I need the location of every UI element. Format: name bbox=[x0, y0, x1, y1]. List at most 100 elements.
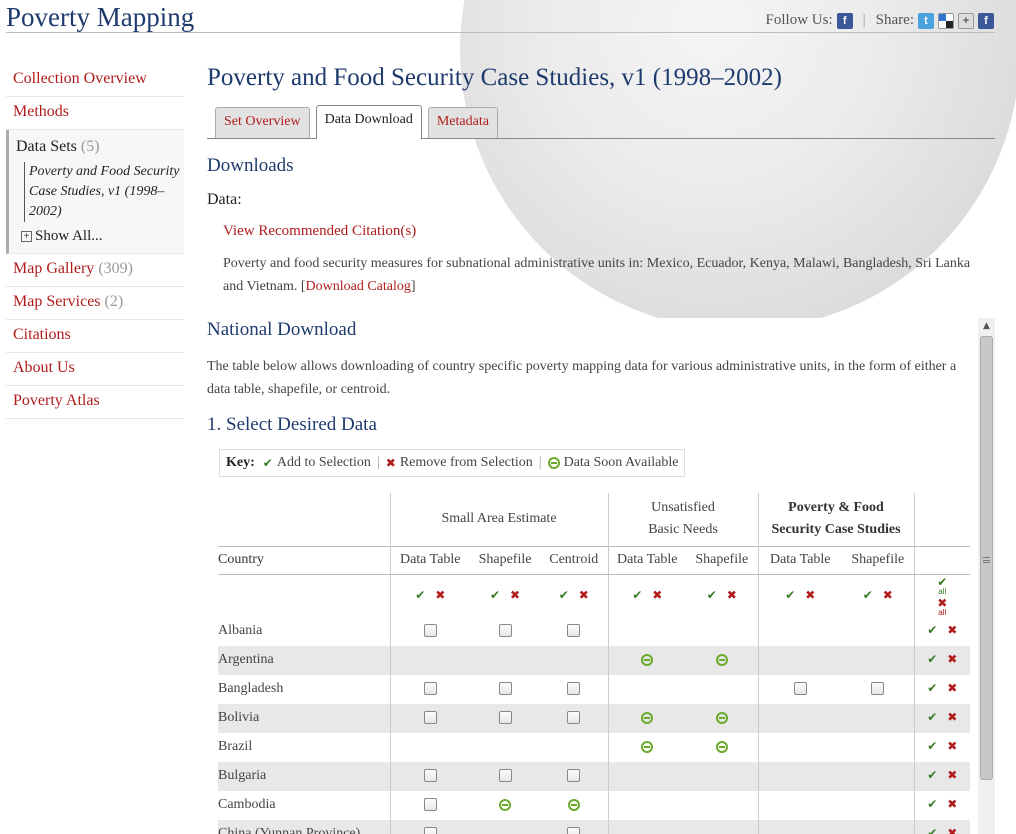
scrollbar-thumb[interactable] bbox=[980, 336, 993, 780]
column-ubn-data-table[interactable]: Data Table bbox=[607, 545, 686, 575]
column-pfs-shapefile[interactable]: Shapefile bbox=[842, 545, 914, 575]
select-column-icon[interactable]: ✔ bbox=[489, 587, 500, 602]
deselect-column-icon[interactable]: ✖ bbox=[578, 587, 589, 602]
sidebar-item-data-sets[interactable]: Data Sets (5) Poverty and Food Security … bbox=[6, 130, 184, 254]
deselect-row-icon[interactable]: ✖ bbox=[947, 710, 958, 724]
show-all-label: Show All... bbox=[35, 228, 103, 244]
sidebar-item-count: (5) bbox=[80, 138, 100, 155]
google-icon[interactable]: + bbox=[958, 12, 974, 29]
table-cell bbox=[757, 616, 842, 646]
select-row-icon[interactable]: ✔ bbox=[927, 652, 938, 666]
column-ubn-shapefile[interactable]: Shapefile bbox=[686, 545, 758, 575]
site-title[interactable]: Poverty Mapping bbox=[6, 2, 195, 32]
deselect-column-icon[interactable]: ✖ bbox=[435, 587, 446, 602]
download-checkbox[interactable] bbox=[423, 682, 437, 696]
select-row-icon[interactable]: ✔ bbox=[927, 768, 938, 782]
soon-icon bbox=[715, 653, 728, 666]
table-cell bbox=[540, 761, 608, 791]
download-checkbox[interactable] bbox=[423, 769, 437, 783]
tab-data-download[interactable]: Data Download bbox=[315, 105, 422, 139]
sidebar-item-methods[interactable]: Methods bbox=[6, 97, 184, 130]
show-all-button[interactable]: + Show All... bbox=[21, 228, 184, 245]
table-cell bbox=[389, 616, 470, 646]
download-checkbox[interactable] bbox=[498, 769, 512, 783]
deselect-column-icon[interactable]: ✖ bbox=[882, 587, 893, 602]
twitter-icon[interactable]: t bbox=[918, 12, 934, 29]
select-row-icon[interactable]: ✔ bbox=[927, 710, 938, 724]
sidebar-item-collection-overview[interactable]: Collection Overview bbox=[6, 64, 184, 97]
deselect-column-icon[interactable]: ✖ bbox=[510, 587, 521, 602]
deselect-column-icon[interactable]: ✖ bbox=[726, 587, 737, 602]
sidebar-item-poverty-atlas[interactable]: Poverty Atlas bbox=[6, 386, 184, 419]
table-row: Bangladesh ✔ ✖ bbox=[218, 674, 970, 704]
select-row-icon[interactable]: ✔ bbox=[927, 681, 938, 695]
select-column-icon[interactable]: ✔ bbox=[706, 587, 717, 602]
tab-set-overview[interactable]: Set Overview bbox=[215, 107, 310, 138]
download-checkbox[interactable] bbox=[567, 711, 581, 725]
table-cell bbox=[540, 645, 608, 675]
deselect-row-icon[interactable]: ✖ bbox=[947, 681, 958, 695]
deselect-row-icon[interactable]: ✖ bbox=[947, 623, 958, 637]
column-select-cell: ✔ ✖ bbox=[757, 574, 842, 617]
deselect-all-icon[interactable]: ✖ all bbox=[937, 595, 948, 617]
facebook-share-icon[interactable]: f bbox=[978, 12, 994, 29]
soon-icon bbox=[715, 740, 728, 753]
column-pfs-data-table[interactable]: Data Table bbox=[757, 545, 842, 575]
select-column-icon[interactable]: ✔ bbox=[415, 587, 426, 602]
select-row-icon[interactable]: ✔ bbox=[927, 739, 938, 753]
download-catalog-link[interactable]: Download Catalog bbox=[305, 279, 411, 294]
select-column-icon[interactable]: ✔ bbox=[558, 587, 569, 602]
facebook-icon[interactable]: f bbox=[836, 12, 853, 29]
sidebar-item-map-gallery[interactable]: Map Gallery (309) bbox=[6, 254, 184, 287]
select-row-icon[interactable]: ✔ bbox=[927, 797, 938, 811]
vertical-scrollbar[interactable]: ▲ bbox=[978, 318, 995, 834]
download-checkbox[interactable] bbox=[498, 711, 512, 725]
download-checkbox[interactable] bbox=[423, 798, 437, 812]
table-cell bbox=[842, 675, 914, 704]
sidebar-item-map-services[interactable]: Map Services (2) bbox=[6, 287, 184, 320]
citation-link[interactable]: View Recommended Citation(s) bbox=[223, 223, 417, 239]
deselect-row-icon[interactable]: ✖ bbox=[947, 826, 958, 834]
sidebar-item-citations[interactable]: Citations bbox=[6, 320, 184, 353]
download-checkbox[interactable] bbox=[498, 624, 512, 638]
table-cell bbox=[686, 617, 758, 646]
download-table: Small Area Estimate Unsatisfied Basic Ne… bbox=[218, 493, 970, 834]
download-checkbox[interactable] bbox=[423, 827, 437, 834]
column-country: Country bbox=[218, 545, 390, 575]
download-checkbox[interactable] bbox=[567, 769, 581, 783]
soon-icon bbox=[641, 653, 654, 666]
deselect-row-icon[interactable]: ✖ bbox=[947, 652, 958, 666]
tab-metadata[interactable]: Metadata bbox=[427, 107, 498, 138]
deselect-column-icon[interactable]: ✖ bbox=[652, 587, 663, 602]
select-column-icon[interactable]: ✔ bbox=[632, 587, 643, 602]
download-checkbox[interactable] bbox=[567, 624, 581, 638]
select-all-icon[interactable]: ✔ all bbox=[937, 574, 948, 596]
download-checkbox[interactable] bbox=[423, 624, 437, 638]
table-cell bbox=[757, 732, 842, 762]
download-checkbox[interactable] bbox=[498, 682, 512, 696]
select-column-icon[interactable]: ✔ bbox=[785, 587, 796, 602]
scroll-up-arrow-icon[interactable]: ▲ bbox=[983, 321, 990, 331]
delicious-icon[interactable] bbox=[938, 12, 954, 29]
column-select-cell: ✔ ✖ bbox=[470, 574, 540, 617]
select-row-icon[interactable]: ✔ bbox=[927, 826, 938, 834]
table-row: Cambodia ✔ ✖ bbox=[218, 790, 970, 820]
column-sae-centroid[interactable]: Centroid bbox=[540, 545, 608, 575]
download-checkbox[interactable] bbox=[567, 827, 581, 834]
table-cell bbox=[842, 761, 914, 791]
download-checkbox[interactable] bbox=[793, 682, 807, 696]
select-row-icon[interactable]: ✔ bbox=[927, 623, 938, 637]
column-sae-shapefile[interactable]: Shapefile bbox=[470, 545, 540, 575]
deselect-row-icon[interactable]: ✖ bbox=[947, 768, 958, 782]
column-sae-data-table[interactable]: Data Table bbox=[389, 545, 470, 575]
deselect-column-icon[interactable]: ✖ bbox=[805, 587, 816, 602]
download-checkbox[interactable] bbox=[423, 711, 437, 725]
download-checkbox[interactable] bbox=[567, 682, 581, 696]
select-column-icon[interactable]: ✔ bbox=[862, 587, 873, 602]
sidebar-current-dataset[interactable]: Poverty and Food Security Case Studies, … bbox=[24, 162, 184, 222]
group-poverty-food-security: Poverty & Food Security Case Studies bbox=[757, 493, 914, 546]
download-checkbox[interactable] bbox=[871, 682, 885, 696]
deselect-row-icon[interactable]: ✖ bbox=[947, 797, 958, 811]
sidebar-item-about-us[interactable]: About Us bbox=[6, 353, 184, 386]
deselect-row-icon[interactable]: ✖ bbox=[947, 739, 958, 753]
